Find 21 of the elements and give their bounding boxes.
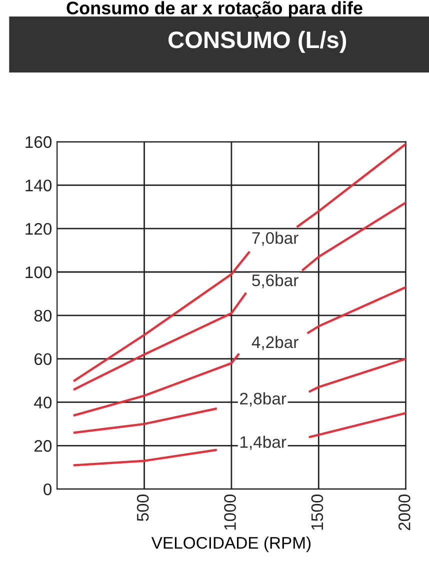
x-tick-label: 500: [136, 494, 149, 522]
y-tick-label: 120: [26, 222, 52, 235]
series-label: 5,6bar: [252, 274, 298, 288]
chart-title: Consumo de ar x rotação para dife: [66, 1, 362, 18]
series-label: 4,2bar: [252, 336, 298, 350]
series-label: 1,4bar: [240, 436, 286, 450]
y-tick-label: 140: [26, 180, 52, 192]
y-tick-label: 0: [44, 483, 52, 496]
y-tick-label: 100: [26, 266, 52, 278]
y-tick-label: 20: [34, 440, 52, 452]
y-tick-label: 160: [26, 136, 52, 148]
chart-subtitle: CONSUMO (L/s): [168, 30, 346, 53]
x-tick-label: 2000: [398, 494, 410, 530]
y-tick-label: 80: [34, 310, 52, 322]
y-tick-label: 60: [34, 353, 52, 366]
x-tick-label: 1000: [224, 494, 236, 530]
x-tick-label: 1500: [311, 494, 324, 530]
y-tick-label: 40: [34, 396, 52, 408]
series-label: 2,8bar: [240, 392, 286, 407]
series-label: 7,0bar: [252, 232, 298, 246]
x-axis-title: VELOCIDADE (RPM): [151, 536, 311, 552]
